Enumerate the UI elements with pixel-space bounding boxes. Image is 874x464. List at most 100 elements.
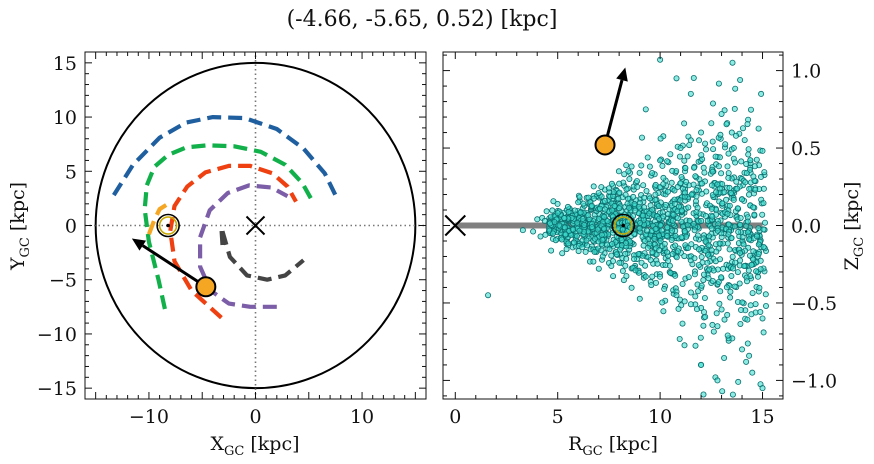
scatter-point	[678, 207, 685, 214]
scatter-point	[718, 170, 725, 177]
scatter-point	[718, 274, 725, 281]
scatter-point	[609, 240, 616, 247]
scatter-point	[729, 59, 736, 66]
left-y-tick-label: 10	[53, 107, 77, 129]
scatter-point	[702, 313, 709, 320]
scatter-point	[701, 169, 708, 176]
scatter-point	[709, 213, 716, 220]
scatter-point	[631, 255, 638, 262]
scatter-point	[677, 145, 684, 152]
scatter-point	[728, 272, 735, 279]
scatter-point	[725, 231, 732, 238]
scatter-point	[713, 310, 720, 317]
scatter-point	[671, 187, 678, 194]
scatter-point	[688, 191, 695, 198]
right-y-tick-label: 0.5	[791, 138, 821, 160]
scatter-point	[732, 85, 739, 92]
scatter-point	[615, 195, 622, 202]
scatter-point	[519, 227, 526, 234]
scatter-point	[724, 311, 731, 318]
scatter-point	[709, 168, 716, 175]
left-y-tick-label: −5	[49, 270, 77, 292]
scatter-point	[601, 213, 608, 220]
scatter-point	[757, 308, 764, 315]
scatter-point	[653, 279, 660, 286]
sun-outer-ring-right	[611, 213, 636, 238]
scatter-point	[585, 212, 592, 219]
scatter-point	[726, 246, 733, 253]
velocity-arrow-shaft	[141, 244, 207, 289]
scatter-point	[732, 159, 739, 166]
scatter-point	[630, 193, 637, 200]
scatter-point	[676, 335, 683, 342]
scatter-point	[636, 225, 643, 232]
scatter-point	[734, 185, 741, 192]
scatter-point	[594, 226, 601, 233]
scatter-point	[554, 210, 561, 217]
scatter-point	[669, 217, 676, 224]
scatter-point	[695, 288, 702, 295]
scatter-point	[746, 352, 753, 359]
scatter-point	[562, 231, 569, 238]
scatter-point	[731, 105, 738, 112]
figure-title: (-4.66, -5.65, 0.52) [kpc]	[287, 7, 558, 32]
scatter-point	[575, 199, 582, 206]
scatter-point	[661, 286, 668, 293]
scatter-point	[574, 219, 581, 226]
scatter-point	[759, 211, 766, 218]
scatter-point	[748, 261, 755, 268]
right-y-tick-label: −1.0	[791, 370, 837, 392]
scatter-point	[745, 151, 752, 158]
scatter-point	[641, 204, 648, 211]
scatter-point	[616, 259, 623, 266]
scatter-point	[681, 342, 688, 349]
scatter-point	[542, 231, 549, 238]
galactic-center-marker	[245, 215, 266, 236]
scatter-point	[760, 226, 767, 233]
scatter-point	[649, 273, 656, 280]
scatter-point	[735, 378, 742, 385]
scatter-point	[700, 164, 707, 171]
scatter-point	[744, 316, 751, 323]
scatter-point	[762, 219, 769, 226]
scatter-point	[741, 137, 748, 144]
sun-inner-ring-right	[613, 216, 633, 235]
scatter-point	[729, 253, 736, 260]
scatter-point	[678, 218, 685, 225]
scatter-point	[738, 158, 745, 165]
scatter-point	[729, 391, 736, 398]
scatter-point	[561, 224, 568, 231]
scatter-point	[608, 252, 615, 259]
scatter-point	[604, 218, 611, 225]
scatter-point	[662, 201, 669, 208]
scatter-point	[576, 227, 583, 234]
scatter-point	[709, 138, 716, 145]
scatter-point	[623, 273, 630, 280]
scatter-point	[708, 120, 715, 127]
scatter-point	[714, 323, 721, 330]
scatter-point	[652, 225, 659, 232]
scatter-point	[736, 280, 743, 287]
scatter-point	[669, 250, 676, 257]
scatter-point	[685, 274, 692, 281]
scatter-point	[724, 332, 731, 339]
scatter-point	[702, 247, 709, 254]
scatter-point	[623, 239, 630, 246]
scatter-point	[550, 198, 557, 205]
scatter-point	[695, 246, 702, 253]
scatter-point	[743, 170, 750, 177]
scatter-point	[737, 221, 744, 228]
scatter-point	[748, 311, 755, 318]
right-y-tick-label: 1.0	[791, 61, 821, 83]
scatter-point	[692, 342, 699, 349]
scatter-point	[579, 244, 586, 251]
scatter-point	[755, 250, 762, 257]
scatter-point	[661, 240, 668, 247]
scatter-point	[605, 185, 612, 192]
scatter-point	[598, 231, 605, 238]
scatter-point	[570, 226, 577, 233]
scatter-point	[595, 189, 602, 196]
scatter-point	[665, 210, 672, 217]
scatter-point	[549, 230, 556, 237]
scatter-point	[595, 265, 602, 272]
